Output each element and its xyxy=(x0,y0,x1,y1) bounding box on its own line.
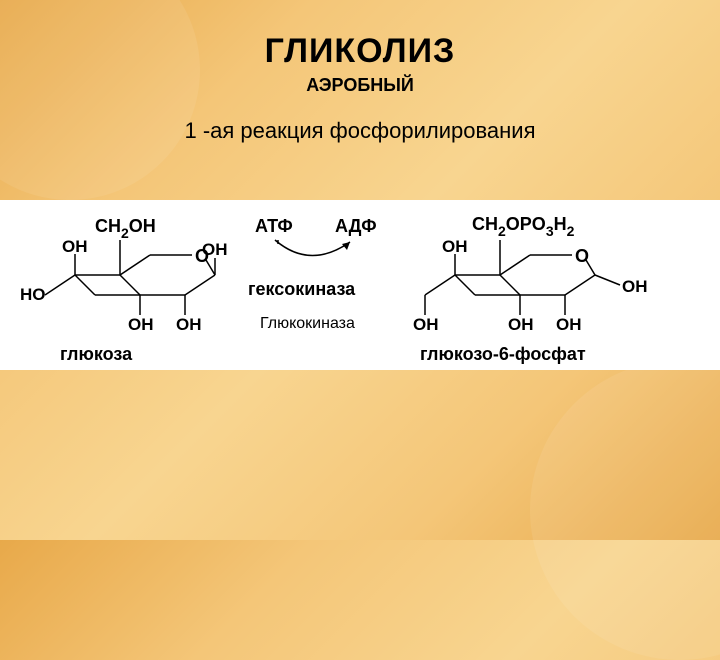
oh-label: OH xyxy=(508,315,534,334)
glucose-name: глюкоза xyxy=(60,344,133,364)
ho-label: HO xyxy=(20,285,46,304)
adp-label: АДФ xyxy=(335,216,377,236)
oh-label: OH xyxy=(62,237,88,256)
glucose6p-structure: O CH2OPO3H2 OH OH OH OH OH глюкозо-6-фос… xyxy=(413,214,648,364)
oh-label: OH xyxy=(442,237,468,256)
oh-label: OH xyxy=(556,315,582,334)
reaction-arrow-group: АТФ АДФ гексокиназа Глюкокиназа xyxy=(248,216,377,332)
ring-oxygen: O xyxy=(575,246,589,266)
glucose-structure: O CH2OH OH OH OH OH HO глюкоза xyxy=(20,216,228,364)
oh-label: OH xyxy=(413,315,439,334)
chemistry-svg: O CH2OH OH OH OH OH HO глюкоза АТФ АДФ г… xyxy=(0,200,720,370)
glucokinase-label: Глюкокиназа xyxy=(260,315,355,332)
glucose6p-name: глюкозо-6-фосфат xyxy=(420,344,586,364)
oh-label: OH xyxy=(176,315,202,334)
oh-label: OH xyxy=(202,240,228,259)
oh-label: OH xyxy=(128,315,154,334)
reaction-diagram: O CH2OH OH OH OH OH HO глюкоза АТФ АДФ г… xyxy=(0,200,720,370)
oh-label: OH xyxy=(622,277,648,296)
hexokinase-label: гексокиназа xyxy=(248,279,356,299)
ch2opo3h2-label: CH2OPO3H2 xyxy=(472,214,575,239)
ch2oh-label: CH2OH xyxy=(95,216,156,241)
atp-label: АТФ xyxy=(255,216,293,236)
